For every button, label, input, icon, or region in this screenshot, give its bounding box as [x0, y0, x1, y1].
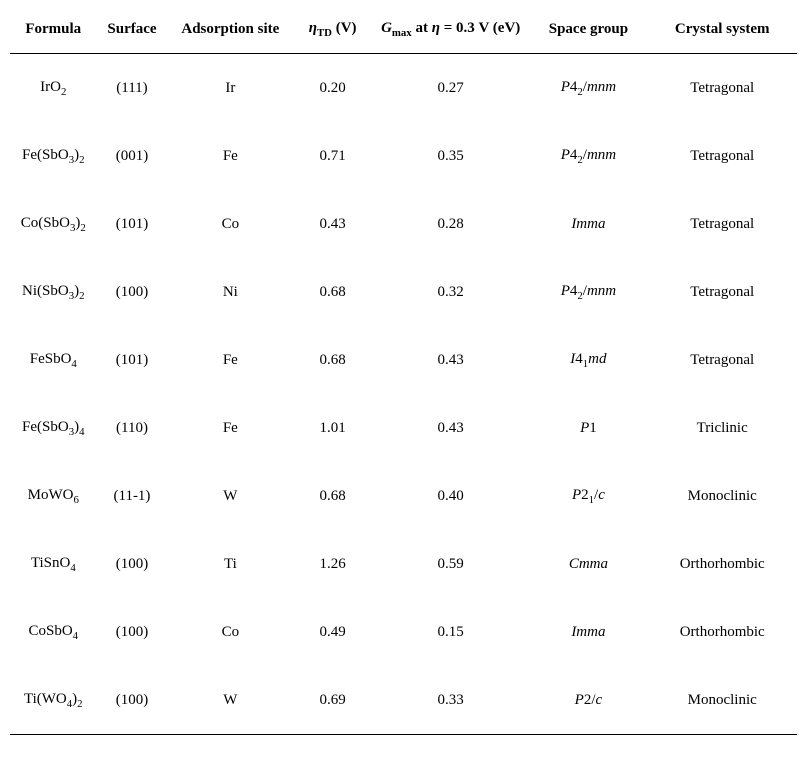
- table-header: FormulaSurfaceAdsorption siteηTD (V)Gmax…: [10, 14, 797, 54]
- cell-eta_td: 1.01: [293, 394, 372, 462]
- cell-surface: (100): [97, 258, 168, 326]
- cell-formula: Fe(SbO3)2: [10, 122, 97, 190]
- cell-surface: (110): [97, 394, 168, 462]
- column-header-formula: Formula: [10, 14, 97, 54]
- cell-crystal: Monoclinic: [647, 666, 797, 735]
- cell-formula: MoWO6: [10, 462, 97, 530]
- cell-site: Co: [167, 598, 293, 666]
- table-row: CoSbO4(100)Co0.490.15ImmaOrthorhombic: [10, 598, 797, 666]
- table-row: MoWO6(11-1)W0.680.40P21/cMonoclinic: [10, 462, 797, 530]
- column-header-site: Adsorption site: [167, 14, 293, 54]
- cell-formula: FeSbO4: [10, 326, 97, 394]
- cell-gmax: 0.59: [372, 530, 529, 598]
- cell-spacegroup: Cmma: [529, 530, 647, 598]
- cell-site: Fe: [167, 394, 293, 462]
- column-header-gmax: Gmax at η = 0.3 V (eV): [372, 14, 529, 54]
- table-body: IrO2(111)Ir0.200.27P42/mnmTetragonalFe(S…: [10, 54, 797, 735]
- column-header-crystal: Crystal system: [647, 14, 797, 54]
- table-row: TiSnO4(100)Ti1.260.59CmmaOrthorhombic: [10, 530, 797, 598]
- cell-site: Ti: [167, 530, 293, 598]
- cell-crystal: Tetragonal: [647, 54, 797, 123]
- cell-surface: (100): [97, 666, 168, 735]
- cell-site: W: [167, 666, 293, 735]
- cell-surface: (101): [97, 326, 168, 394]
- table-row: IrO2(111)Ir0.200.27P42/mnmTetragonal: [10, 54, 797, 123]
- cell-spacegroup: Imma: [529, 190, 647, 258]
- cell-eta_td: 0.68: [293, 462, 372, 530]
- table-row: Ni(SbO3)2(100)Ni0.680.32P42/mnmTetragona…: [10, 258, 797, 326]
- cell-crystal: Tetragonal: [647, 258, 797, 326]
- cell-site: W: [167, 462, 293, 530]
- cell-crystal: Tetragonal: [647, 190, 797, 258]
- table-row: Co(SbO3)2(101)Co0.430.28ImmaTetragonal: [10, 190, 797, 258]
- cell-gmax: 0.40: [372, 462, 529, 530]
- cell-gmax: 0.27: [372, 54, 529, 123]
- cell-formula: IrO2: [10, 54, 97, 123]
- cell-site: Ni: [167, 258, 293, 326]
- cell-spacegroup: I41md: [529, 326, 647, 394]
- cell-formula: CoSbO4: [10, 598, 97, 666]
- cell-eta_td: 0.69: [293, 666, 372, 735]
- page: FormulaSurfaceAdsorption siteηTD (V)Gmax…: [0, 0, 807, 767]
- cell-spacegroup: Imma: [529, 598, 647, 666]
- cell-crystal: Monoclinic: [647, 462, 797, 530]
- cell-formula: Fe(SbO3)4: [10, 394, 97, 462]
- table-row: FeSbO4(101)Fe0.680.43I41mdTetragonal: [10, 326, 797, 394]
- cell-gmax: 0.43: [372, 394, 529, 462]
- cell-spacegroup: P42/mnm: [529, 258, 647, 326]
- cell-crystal: Triclinic: [647, 394, 797, 462]
- cell-eta_td: 0.20: [293, 54, 372, 123]
- cell-eta_td: 0.71: [293, 122, 372, 190]
- data-table: FormulaSurfaceAdsorption siteηTD (V)Gmax…: [10, 14, 797, 735]
- cell-surface: (100): [97, 598, 168, 666]
- cell-surface: (101): [97, 190, 168, 258]
- cell-formula: Ni(SbO3)2: [10, 258, 97, 326]
- cell-site: Fe: [167, 326, 293, 394]
- cell-site: Ir: [167, 54, 293, 123]
- cell-surface: (111): [97, 54, 168, 123]
- table-row: Ti(WO4)2(100)W0.690.33P2/cMonoclinic: [10, 666, 797, 735]
- cell-eta_td: 0.68: [293, 326, 372, 394]
- cell-spacegroup: P2/c: [529, 666, 647, 735]
- cell-crystal: Orthorhombic: [647, 530, 797, 598]
- cell-surface: (001): [97, 122, 168, 190]
- cell-gmax: 0.32: [372, 258, 529, 326]
- cell-eta_td: 0.68: [293, 258, 372, 326]
- cell-crystal: Orthorhombic: [647, 598, 797, 666]
- cell-site: Fe: [167, 122, 293, 190]
- cell-formula: Ti(WO4)2: [10, 666, 97, 735]
- cell-spacegroup: P42/mnm: [529, 122, 647, 190]
- cell-gmax: 0.28: [372, 190, 529, 258]
- column-header-surface: Surface: [97, 14, 168, 54]
- cell-formula: TiSnO4: [10, 530, 97, 598]
- table-row: Fe(SbO3)2(001)Fe0.710.35P42/mnmTetragona…: [10, 122, 797, 190]
- cell-eta_td: 1.26: [293, 530, 372, 598]
- cell-crystal: Tetragonal: [647, 326, 797, 394]
- cell-surface: (100): [97, 530, 168, 598]
- column-header-eta_td: ηTD (V): [293, 14, 372, 54]
- cell-spacegroup: P42/mnm: [529, 54, 647, 123]
- cell-gmax: 0.35: [372, 122, 529, 190]
- cell-gmax: 0.33: [372, 666, 529, 735]
- cell-eta_td: 0.49: [293, 598, 372, 666]
- cell-eta_td: 0.43: [293, 190, 372, 258]
- column-header-spacegroup: Space group: [529, 14, 647, 54]
- table-row: Fe(SbO3)4(110)Fe1.010.43P1Triclinic: [10, 394, 797, 462]
- cell-gmax: 0.15: [372, 598, 529, 666]
- cell-crystal: Tetragonal: [647, 122, 797, 190]
- cell-formula: Co(SbO3)2: [10, 190, 97, 258]
- cell-surface: (11-1): [97, 462, 168, 530]
- cell-spacegroup: P1: [529, 394, 647, 462]
- cell-site: Co: [167, 190, 293, 258]
- cell-gmax: 0.43: [372, 326, 529, 394]
- cell-spacegroup: P21/c: [529, 462, 647, 530]
